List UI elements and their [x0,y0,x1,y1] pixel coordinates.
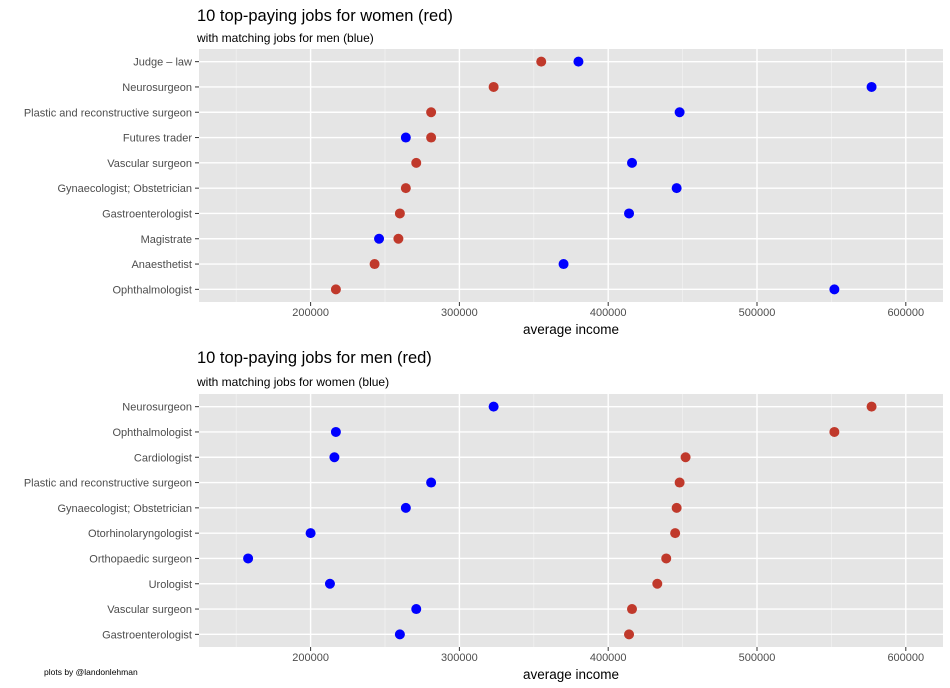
data-point-blue [674,107,685,118]
y-tick-label: Anaesthetist [131,259,192,271]
y-tick-label: Vascular surgeon [107,158,192,170]
y-tick-label: Urologist [149,579,192,591]
y-tick-label: Neurosurgeon [122,402,192,414]
y-tick-label: Gastroenterologist [102,629,192,641]
data-point-blue [329,452,340,463]
y-tick-label: Otorhinolaryngologist [88,528,192,540]
x-tick-label: 200000 [292,307,329,319]
data-point-blue [829,284,840,295]
data-point-red [330,284,341,295]
y-tick-label: Neurosurgeon [122,82,192,94]
chart-subtitle: with matching jobs for women (blue) [196,375,389,389]
data-point-blue [400,502,411,513]
chart-subtitle: with matching jobs for men (blue) [196,31,374,45]
y-tick-label: Gynaecologist; Obstetrician [57,183,192,195]
data-point-red [536,56,547,67]
y-tick-label: Orthopaedic surgeon [89,553,192,565]
data-point-red [411,157,422,168]
y-tick-label: Futures trader [123,133,192,145]
data-point-blue [866,81,877,92]
x-tick-label: 400000 [590,307,627,319]
y-tick-label: Gastroenterologist [102,208,192,220]
x-tick-label: 300000 [441,652,478,664]
data-point-red [671,502,682,513]
data-point-blue [558,259,569,270]
data-point-blue [400,132,411,143]
y-tick-label: Judge – law [133,57,192,69]
data-point-red [394,208,405,219]
x-axis-title: average income [523,667,619,682]
x-tick-label: 600000 [887,307,924,319]
data-point-blue [624,208,635,219]
data-point-red [624,629,635,640]
data-point-red [426,107,437,118]
y-tick-label: Cardiologist [134,452,192,464]
data-point-red [652,578,663,589]
plot-panel [199,394,943,647]
x-axis-title: average income [523,322,619,337]
chart-2: 10 top-paying jobs for men (red) with mat… [24,349,943,682]
x-tick-label: 500000 [739,307,776,319]
data-point-red [369,259,380,270]
data-point-red [400,183,411,194]
x-tick-label: 200000 [292,652,329,664]
data-point-red [829,426,840,437]
data-point-red [488,81,499,92]
data-point-blue [671,183,682,194]
y-tick-label: Ophthalmologist [113,427,193,439]
data-point-red [680,452,691,463]
data-point-blue [411,604,422,615]
x-tick-label: 500000 [739,652,776,664]
y-tick-label: Plastic and reconstructive surgeon [24,107,192,119]
data-point-blue [324,578,335,589]
chart-1: 10 top-paying jobs for women (red) with m… [24,7,943,337]
x-tick-label: 400000 [590,652,627,664]
credit-text: plots by @landonlehman [44,667,138,677]
data-point-blue [488,401,499,412]
y-tick-label: Gynaecologist; Obstetrician [57,503,192,515]
data-point-red [627,604,638,615]
data-point-red [674,477,685,488]
y-tick-label: Vascular surgeon [107,604,192,616]
y-tick-label: Magistrate [141,234,192,246]
data-point-red [426,132,437,143]
data-point-red [661,553,672,564]
data-point-red [670,528,681,539]
data-point-blue [573,56,584,67]
chart-title: 10 top-paying jobs for men (red) [197,349,432,367]
x-tick-label: 300000 [441,307,478,319]
chart-title: 10 top-paying jobs for women (red) [197,7,453,25]
x-tick-label: 600000 [887,652,924,664]
y-tick-label: Ophthalmologist [113,284,193,296]
data-point-blue [426,477,437,488]
data-point-blue [330,426,341,437]
data-point-blue [627,157,638,168]
data-point-blue [394,629,405,640]
plot-panel [199,49,943,302]
data-point-red [393,233,404,244]
data-point-red [866,401,877,412]
y-tick-label: Plastic and reconstructive surgeon [24,478,192,490]
data-point-blue [305,528,316,539]
data-point-blue [243,553,254,564]
data-point-blue [374,233,385,244]
